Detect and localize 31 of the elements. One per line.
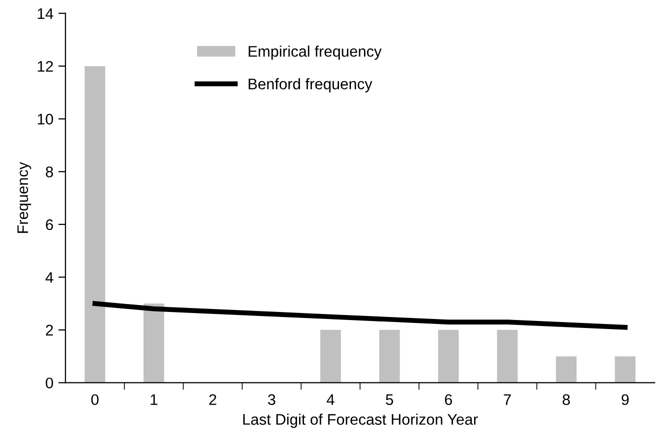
x-tick-label: 9 (622, 394, 629, 406)
x-tick-label: 3 (268, 394, 276, 406)
x-tick-label: 4 (326, 394, 334, 405)
y-tick-label: 12 (38, 60, 53, 72)
x-tick-label: 2 (209, 394, 216, 405)
bar (614, 356, 636, 383)
x-tick-label: 1 (150, 394, 158, 405)
bar (497, 330, 518, 383)
y-tick-label: 2 (46, 324, 53, 336)
bar (320, 330, 341, 383)
y-tick-label: 8 (46, 166, 53, 178)
y-tick-label: 10 (38, 114, 54, 125)
legend-label: Benford frequency (248, 78, 372, 92)
bar (438, 330, 459, 383)
x-tick-label: 5 (386, 394, 394, 406)
bar (144, 304, 164, 383)
y-axis-title: Frequency (17, 162, 32, 233)
bar (379, 330, 400, 383)
legend-label: Empirical frequency (248, 46, 382, 60)
line-series (92, 301, 628, 330)
x-tick-label: 6 (444, 394, 452, 406)
y-tick-label: 0 (46, 378, 54, 388)
x-tick-label: 8 (562, 394, 570, 406)
y-tick-label: 4 (46, 272, 54, 283)
x-tick-label: 7 (504, 394, 511, 405)
y-tick-label: 14 (38, 8, 54, 19)
y-tick-label: 6 (46, 219, 53, 230)
x-axis-title: Last Digit of Forecast Horizon Year (243, 414, 478, 428)
x-tick-label: 0 (91, 394, 99, 406)
bar (84, 66, 106, 383)
bar (556, 356, 577, 383)
